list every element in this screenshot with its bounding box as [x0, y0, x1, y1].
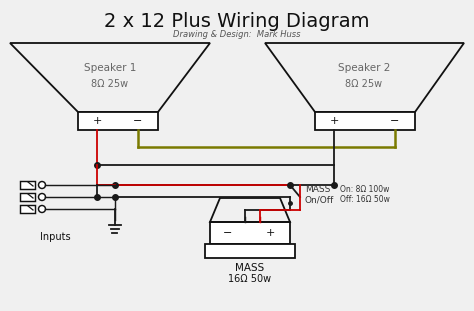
Bar	[20, 193, 35, 201]
Text: Inputs: Inputs	[40, 232, 70, 242]
Text: 8Ω 25w: 8Ω 25w	[91, 79, 128, 89]
Bar	[78, 112, 158, 130]
Text: −: −	[133, 116, 143, 126]
Text: Off: 16Ω 50w: Off: 16Ω 50w	[340, 196, 390, 205]
Text: 8Ω 25w: 8Ω 25w	[346, 79, 383, 89]
Text: 16Ω 50w: 16Ω 50w	[228, 274, 272, 284]
Text: −: −	[223, 228, 233, 238]
Circle shape	[38, 193, 46, 201]
Text: +: +	[265, 228, 275, 238]
Text: −: −	[390, 116, 400, 126]
Text: On: 8Ω 100w: On: 8Ω 100w	[340, 185, 389, 194]
Text: Speaker 2: Speaker 2	[338, 63, 390, 73]
Bar	[315, 112, 415, 130]
Text: MASS: MASS	[236, 263, 264, 273]
Text: +: +	[92, 116, 102, 126]
Text: +: +	[329, 116, 339, 126]
Text: 2 x 12 Plus Wiring Diagram: 2 x 12 Plus Wiring Diagram	[104, 12, 370, 31]
Bar	[20, 205, 35, 213]
Circle shape	[38, 206, 46, 212]
Circle shape	[38, 182, 46, 188]
Bar	[210, 222, 290, 244]
Bar	[20, 181, 35, 189]
Text: MASS: MASS	[305, 185, 330, 194]
Text: Speaker 1: Speaker 1	[84, 63, 136, 73]
Text: On/Off: On/Off	[305, 196, 334, 205]
Text: Drawing & Design:  Mark Huss: Drawing & Design: Mark Huss	[173, 30, 301, 39]
Bar	[205, 244, 295, 258]
